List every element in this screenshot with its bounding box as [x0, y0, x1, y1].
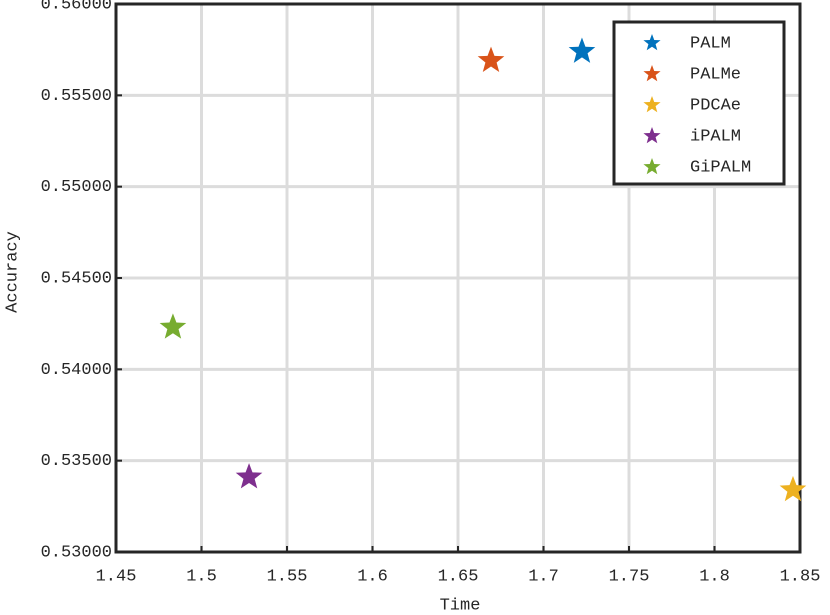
point: [159, 313, 187, 339]
legend-marker: [643, 96, 661, 113]
legend-label: PDCAe: [690, 96, 741, 115]
point: [568, 37, 596, 63]
y-tick-label: 0.53000: [41, 543, 112, 562]
y-tick-label: 0.54000: [41, 361, 112, 380]
x-tick-label: 1.7: [528, 567, 559, 586]
plot-frame: [114, 2, 802, 554]
legend-marker: [643, 65, 661, 82]
point: [779, 475, 807, 502]
legend-box: [612, 20, 786, 186]
y-axis-label: Accuracy: [3, 231, 22, 313]
legend-label: iPALM: [690, 127, 741, 146]
x-tick-label: 1.6: [357, 567, 388, 586]
y-tick-label: 0.54500: [41, 269, 112, 288]
x-tick-label: 1.8: [699, 567, 730, 586]
legend-label: GiPALM: [690, 158, 751, 177]
legend-marker: [643, 34, 661, 51]
point: [477, 46, 505, 72]
y-tick-label: 0.56000: [41, 0, 112, 14]
y-tick-label: 0.53500: [41, 452, 112, 471]
legend-label: PALMe: [690, 65, 741, 84]
x-tick-label: 1.75: [609, 567, 650, 586]
x-tick-label: 1.45: [96, 567, 137, 586]
x-tick-label: 1.85: [780, 567, 821, 586]
point: [235, 463, 263, 489]
x-axis-label: Time: [440, 596, 481, 615]
y-tick-label: 0.55000: [41, 178, 112, 197]
x-tick-label: 1.5: [186, 567, 217, 586]
legend-marker: [643, 127, 661, 144]
legend-label: PALM: [690, 34, 731, 53]
legend-marker: [643, 158, 661, 175]
x-tick-label: 1.55: [267, 567, 308, 586]
y-tick-label: 0.55500: [41, 87, 112, 106]
x-tick-label: 1.65: [438, 567, 479, 586]
